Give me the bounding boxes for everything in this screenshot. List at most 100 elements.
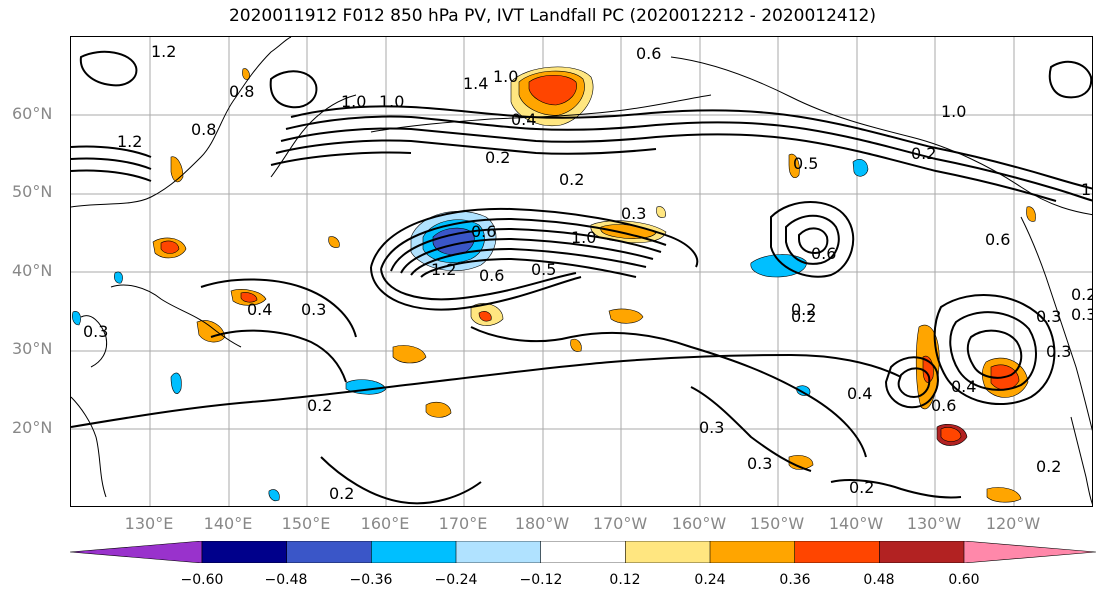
contour-jet-low-2 [380, 268, 577, 301]
colorbar-tick-8: 0.36 [779, 572, 811, 588]
contour-loop-east [933, 294, 1056, 405]
lon-label-160e: 160°E [360, 514, 410, 533]
contour-south-5 [830, 479, 962, 499]
colorbar-segment [963, 541, 1096, 563]
contour-label: 1.0 [493, 67, 518, 86]
contour-label: 0.6 [811, 244, 836, 263]
kamchatka-coast [270, 94, 357, 178]
contour-label: 0.3 [1046, 342, 1071, 361]
colorbar-segment [709, 541, 796, 563]
contour-loop-east-2 [949, 311, 1037, 391]
colorbar-segment [70, 541, 203, 563]
lon-label-130e: 130°E [124, 514, 174, 533]
pos-anomaly-west-4 [170, 156, 184, 183]
contour-label: 0.6 [479, 266, 504, 285]
pos-spot-3 [570, 338, 582, 352]
contour-label: 1.4 [1081, 180, 1093, 199]
contour-label: 0.2 [329, 484, 354, 503]
lon-label-140e: 140°E [203, 514, 253, 533]
contour-south-1 [71, 353, 902, 428]
contour-label: 0.6 [985, 230, 1010, 249]
contour-label: 0.3 [621, 204, 646, 223]
lon-label-140w: 140°W [828, 514, 884, 533]
na-coast [1020, 216, 1092, 432]
contour-label: 0.5 [531, 260, 556, 279]
contour-label: 0.3 [301, 300, 326, 319]
lon-label-120w: 120°W [985, 514, 1041, 533]
pos-anomaly-south-3 [986, 487, 1022, 503]
contour-label: 0.2 [307, 396, 332, 415]
neg-spot-2 [170, 372, 182, 394]
pos-spot-5 [242, 68, 250, 80]
colorbar-tick-10: 0.60 [948, 572, 980, 588]
colorbar-segments [70, 541, 1096, 563]
contour-label: 0.8 [229, 82, 254, 101]
contour-jet-3 [390, 227, 662, 272]
colorbar-segment [625, 541, 711, 563]
mexico-coast [1070, 416, 1092, 505]
pos-anomaly-west-2-core [240, 292, 258, 303]
contour-south-3 [690, 386, 812, 472]
contour-label: 0.2 [1071, 285, 1093, 304]
neg-anomaly-ne [852, 159, 869, 177]
contour-label: 0.3 [1036, 307, 1061, 326]
lon-label-160w: 160°W [671, 514, 727, 533]
pos-anomaly-south-2 [788, 455, 814, 470]
colorbar-segment [879, 541, 965, 563]
contour-jet-low-1 [370, 266, 582, 311]
contour-label: 0.6 [636, 44, 661, 63]
map-canvas: 1.20.81.01.20.81.01.4 1.00.60.40.20.20.40… [71, 37, 1093, 506]
lat-label-50n: 50°N [12, 182, 53, 201]
pos-spot-1 [328, 236, 340, 248]
contour-mid-west-2 [210, 329, 347, 383]
colorbar-segment [201, 541, 288, 563]
contour-label: 1.2 [151, 42, 176, 61]
contour-label: 0.4 [847, 384, 872, 403]
colorbar [70, 541, 1096, 563]
contour-label: 0.4 [511, 110, 536, 129]
contour-label: 0.2 [485, 148, 510, 167]
pos-spot-4 [656, 206, 666, 218]
pos-anomaly-west-3 [196, 320, 226, 343]
contour-north-5 [270, 151, 412, 166]
contour-label: 0.2 [559, 170, 584, 189]
colorbar-tick-9: 0.48 [863, 572, 895, 588]
contour-south-2 [470, 326, 867, 458]
contour-loop-ne-2 [785, 214, 840, 265]
map-title: 2020011912 F012 850 hPa PV, IVT Landfall… [228, 6, 876, 26]
colorbar-tick-4: −0.24 [434, 572, 478, 588]
lon-label-180w: 180°W [514, 514, 570, 533]
contour-label: 0.3 [1071, 305, 1093, 324]
pos-anomaly-ne [788, 153, 800, 178]
contour-ring-small-2 [79, 50, 138, 87]
contour-loop-se-2 [897, 367, 931, 399]
pos-anomaly-mid-4 [425, 401, 452, 418]
contour-label: 1.0 [571, 228, 596, 247]
contour-loop-east-3 [966, 329, 1023, 379]
pv-contours [71, 50, 1092, 505]
contour-labels: 1.20.81.01.20.81.01.4 1.00.60.40.20.20.40… [83, 42, 1093, 503]
map-frame: 1.2 0.8 1.0 1.2 0.8 1.0 1.4 1.0 0.6 0.4 0.2 0.2 0.4 0… [70, 36, 1093, 507]
colorbar-tick-6: 0.12 [609, 572, 641, 588]
lat-label-20n: 20°N [12, 418, 53, 437]
contour-label: 0.2 [849, 478, 874, 497]
colorbar-segment [540, 541, 627, 563]
contour-label: 0.2 [1036, 457, 1061, 476]
colorbar-tick-2: −0.48 [264, 572, 308, 588]
china-coast [71, 396, 107, 498]
contour-label: 0.6 [931, 396, 956, 415]
contour-jet-6 [420, 257, 637, 278]
colorbar-tick-5: −0.12 [519, 572, 563, 588]
lon-label-170e: 170°E [438, 514, 488, 533]
contour-label: 1.0 [941, 102, 966, 121]
contour-label: 1.2 [431, 260, 456, 279]
contour-west-3 [71, 169, 152, 182]
contour-jet-5 [410, 247, 647, 276]
asia-coast [71, 37, 292, 208]
contour-label: 0.2 [791, 307, 816, 326]
lat-label-40n: 40°N [12, 261, 53, 280]
contour-ring-small [269, 70, 318, 109]
contour-label: 0.4 [951, 377, 976, 396]
contour-label: 0.3 [83, 322, 108, 341]
contour-mid-west [200, 278, 357, 338]
